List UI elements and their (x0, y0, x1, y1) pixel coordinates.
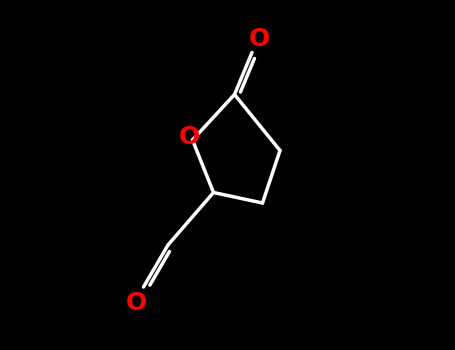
Text: O: O (248, 27, 270, 50)
Text: O: O (178, 125, 200, 148)
Text: O: O (126, 291, 147, 315)
